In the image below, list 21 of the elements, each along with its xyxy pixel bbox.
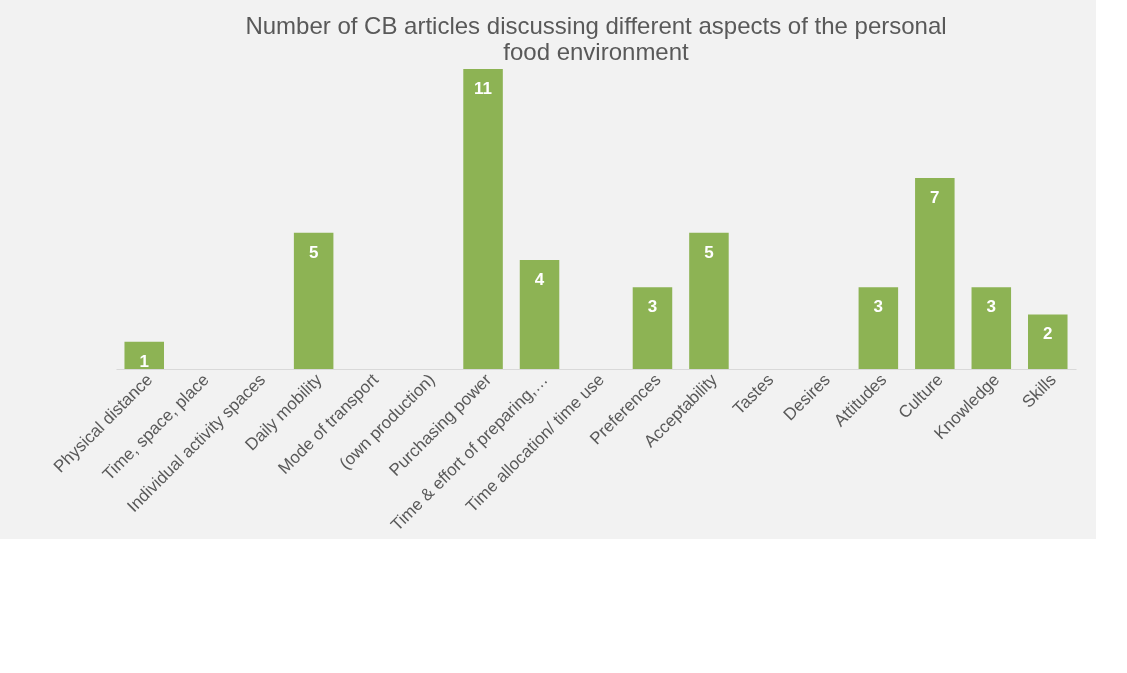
bar [632,287,673,369]
data-label: 5 [308,242,319,262]
bar [915,178,955,369]
data-label: 11 [474,79,493,98]
bar [519,259,560,369]
bar [858,287,899,369]
data-label: 3 [873,297,884,317]
data-label: 7 [930,188,940,208]
bar [689,232,729,369]
bar [463,69,503,369]
data-label: 5 [704,242,714,262]
data-label: 4 [534,269,545,289]
bar [1028,314,1068,369]
data-label: 3 [986,297,997,317]
data-label: 1 [139,351,149,371]
chart-title: Number of CB articles discussing different aspects of the personal food environment [245,12,947,65]
bar [124,341,164,369]
data-label: 2 [1043,324,1053,344]
bar [293,232,334,369]
bar [971,287,1012,369]
data-label: 3 [647,297,658,317]
